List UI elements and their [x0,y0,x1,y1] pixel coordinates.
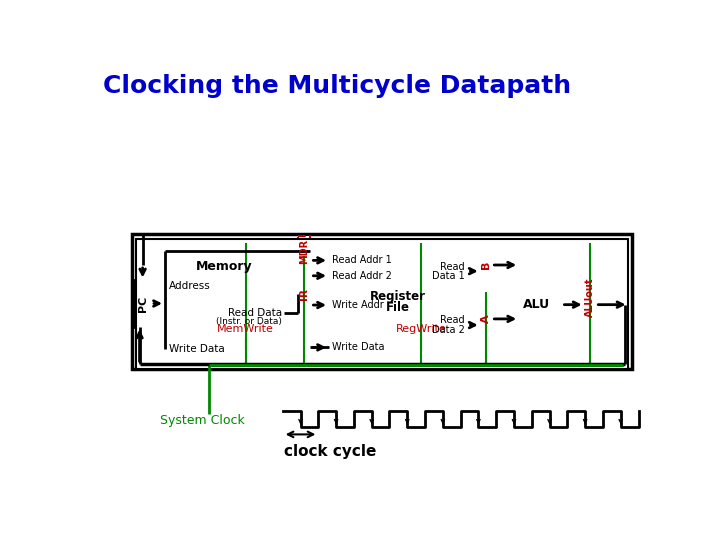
Text: Address: Address [168,281,210,291]
Text: B: B [481,261,491,269]
Bar [137,239,628,369]
Text: MDR: MDR [300,239,310,264]
Bar [481,242,492,288]
Polygon shape [519,244,562,365]
Bar [585,244,595,351]
Text: Read Addr 2: Read Addr 2 [332,271,392,281]
Text: Write Data: Write Data [168,344,225,354]
Text: Read Addr 1: Read Addr 1 [332,255,392,265]
Bar [298,236,310,267]
Text: ALU: ALU [523,298,550,311]
Bar [132,234,632,369]
Text: (Instr. or Data): (Instr. or Data) [216,318,282,327]
Text: Clocking the Multicycle Datapath: Clocking the Multicycle Datapath [104,75,572,98]
Bar [138,240,626,369]
Bar [235,338,246,350]
Text: MemWrite: MemWrite [217,325,274,334]
Text: Write Addr: Write Addr [332,300,384,310]
Text: Memory: Memory [197,260,253,273]
Text: Data 2: Data 2 [431,325,464,335]
Text: System Clock: System Clock [160,414,244,427]
Text: Write Data: Write Data [332,342,384,353]
Text: Data 1: Data 1 [432,271,464,281]
Bar [298,256,310,333]
Bar [329,244,467,363]
Text: RegWrite: RegWrite [396,325,446,334]
Text: A: A [481,315,491,323]
Text: PC: PC [138,295,148,312]
Text: File: File [386,301,410,314]
Text: IR: IR [300,288,310,300]
Text: Register: Register [370,291,426,303]
Bar [165,244,284,363]
Text: Read: Read [440,261,464,272]
Text: clock cycle: clock cycle [284,444,377,458]
Text: ALUout: ALUout [585,278,595,317]
Bar [410,338,421,350]
Text: Read: Read [440,315,464,326]
Bar [481,292,492,346]
Bar [134,280,151,327]
Text: Read Data: Read Data [228,308,282,318]
